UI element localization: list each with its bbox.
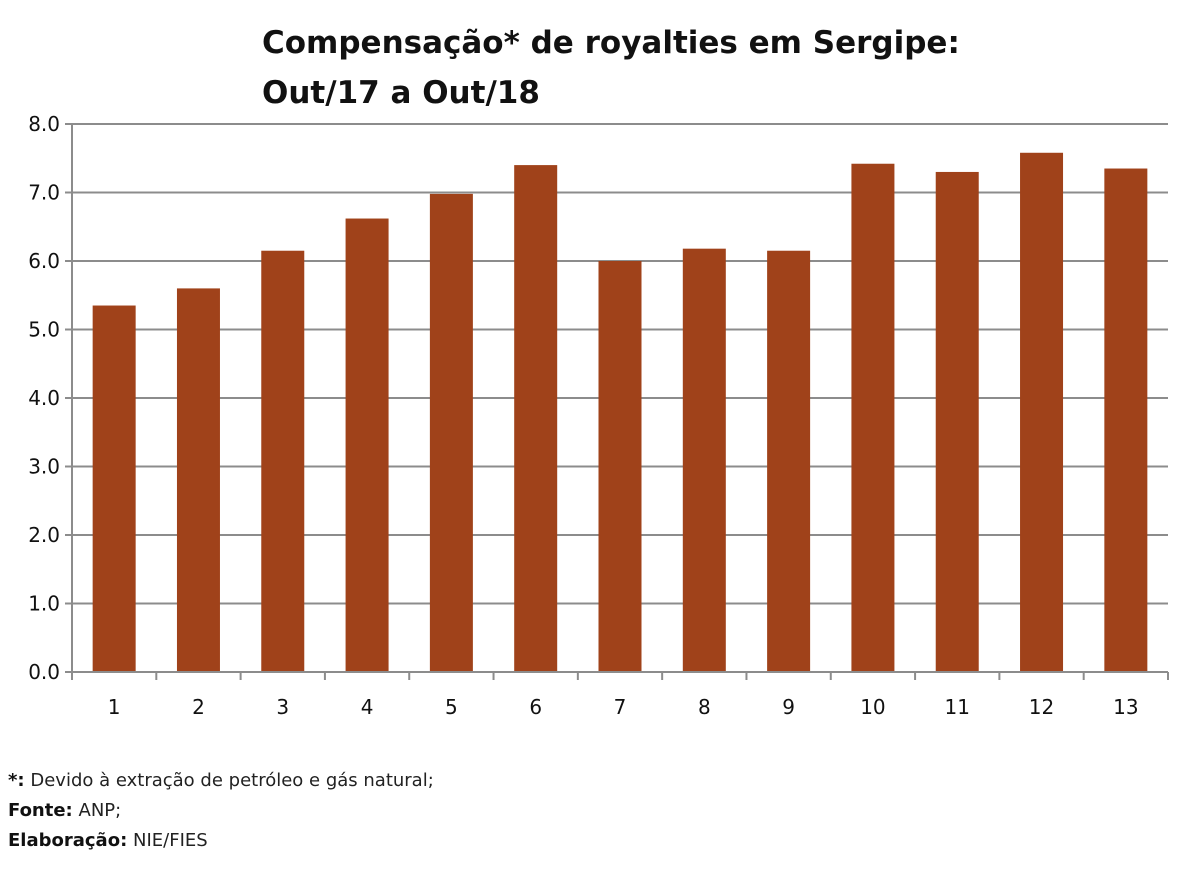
- bar: [1020, 152, 1064, 672]
- bar: [176, 288, 220, 672]
- x-tick-labels: 1 2 3 4 5 6 7 8 9 10 11 12 13: [108, 695, 1139, 719]
- x-tick-label: 5: [445, 695, 458, 719]
- x-tick-label: 7: [614, 695, 627, 719]
- bar: [851, 163, 895, 673]
- x-tick-label: 3: [276, 695, 289, 719]
- footnote-asterisk: *: Devido à extração de petróleo e gás n…: [8, 766, 434, 796]
- footnote-elaboration-label: Elaboração:: [8, 830, 128, 851]
- footnote-source: Fonte: ANP;: [8, 796, 434, 826]
- bar: [935, 171, 979, 672]
- bar: [682, 248, 726, 673]
- bar: [598, 261, 642, 672]
- y-tick-labels: 0.0 1.0 2.0 3.0 4.0 5.0 6.0 7.0 8.0: [28, 112, 60, 684]
- x-tick-label: 12: [1029, 695, 1054, 719]
- x-tick-label: 9: [782, 695, 795, 719]
- x-tick-label: 6: [529, 695, 542, 719]
- bar: [514, 165, 558, 672]
- x-tick-label: 11: [945, 695, 970, 719]
- chart-title-line-1: Compensação* de royalties em Sergipe:: [262, 25, 960, 61]
- axes: [65, 123, 1169, 680]
- chart-title-line-2: Out/17 a Out/18: [262, 75, 540, 111]
- bar: [92, 305, 136, 672]
- x-tick-label: 2: [192, 695, 205, 719]
- y-tick-label: 5.0: [28, 318, 60, 342]
- y-tick-label: 2.0: [28, 523, 60, 547]
- bar: [767, 250, 811, 672]
- x-tick-label: 8: [698, 695, 711, 719]
- x-tick-label: 1: [108, 695, 121, 719]
- footnote-elaboration: Elaboração: NIE/FIES: [8, 826, 434, 856]
- y-tick-label: 3.0: [28, 455, 60, 479]
- x-tick-label: 13: [1113, 695, 1138, 719]
- footnote-asterisk-label: *:: [8, 770, 25, 791]
- bars: [92, 152, 1148, 673]
- bar: [345, 218, 389, 672]
- x-tick-label: 10: [860, 695, 885, 719]
- y-tick-label: 6.0: [28, 249, 60, 273]
- x-tick-label: 4: [361, 695, 374, 719]
- footnote-source-text: ANP;: [78, 800, 122, 821]
- footnotes: *: Devido à extração de petróleo e gás n…: [8, 766, 434, 856]
- chart-title: Compensação* de royalties em Sergipe: Ou…: [262, 18, 960, 118]
- footnote-asterisk-text: Devido à extração de petróleo e gás natu…: [30, 770, 434, 791]
- bar: [1104, 168, 1148, 672]
- y-tick-label: 1.0: [28, 592, 60, 616]
- y-tick-label: 8.0: [28, 112, 60, 136]
- bar: [429, 193, 473, 672]
- y-tick-label: 0.0: [28, 660, 60, 684]
- footnote-elaboration-text: NIE/FIES: [133, 830, 208, 851]
- y-tick-label: 7.0: [28, 181, 60, 205]
- footnote-source-label: Fonte:: [8, 800, 73, 821]
- bar: [261, 250, 305, 672]
- y-tick-label: 4.0: [28, 386, 60, 410]
